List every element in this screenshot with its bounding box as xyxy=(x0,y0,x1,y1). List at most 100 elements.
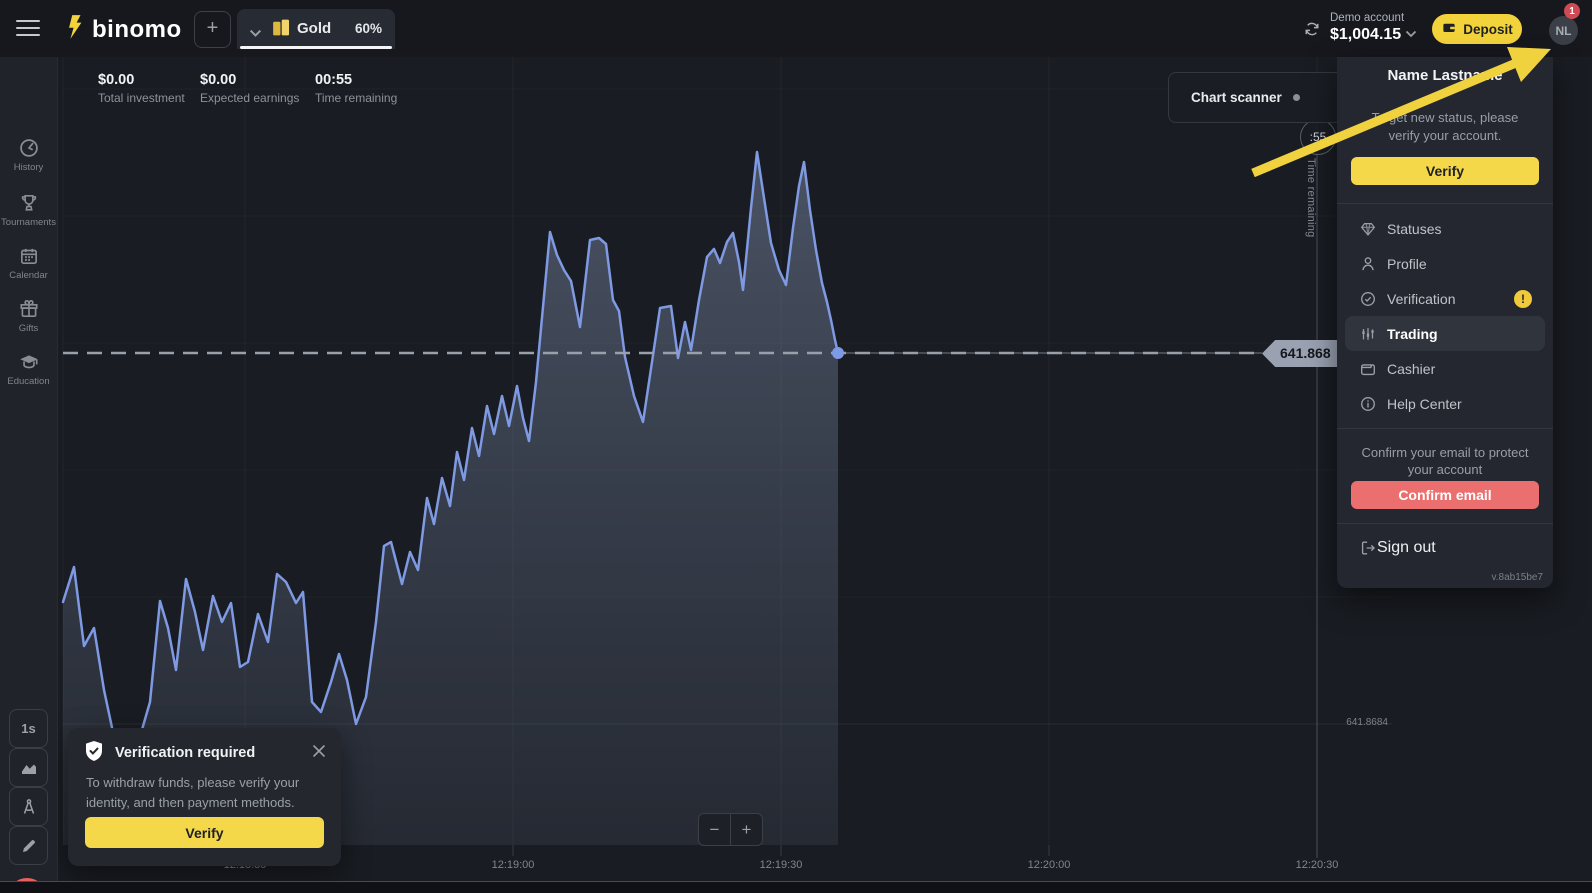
verification-popup: Verification required To withdraw funds,… xyxy=(68,728,341,866)
stat-value: $0.00 xyxy=(200,72,237,88)
stat-expected-earnings: $0.00 Expected earnings xyxy=(200,72,299,105)
asset-tab-gold[interactable]: Gold 60% xyxy=(237,9,395,49)
topbar: binomo + Gold 60% Demo account $1,004.15… xyxy=(0,0,1592,57)
divider xyxy=(1337,428,1553,429)
confirm-email-button[interactable]: Confirm email xyxy=(1351,481,1539,509)
sidebar-item-education[interactable]: Education xyxy=(0,351,57,387)
asset-name: Gold xyxy=(297,20,332,37)
chevron-down-icon xyxy=(249,25,262,43)
deposit-label: Deposit xyxy=(1463,21,1513,37)
alert-badge-icon: ! xyxy=(1514,289,1532,308)
time-tick-label: 12:20:30 xyxy=(1295,859,1339,871)
menu-item-help-center[interactable]: Help Center xyxy=(1345,386,1545,421)
sign-out-icon xyxy=(1359,539,1377,557)
menu-item-label: Verification xyxy=(1387,290,1456,307)
popup-verify-button[interactable]: Verify xyxy=(85,817,324,848)
time-tick-label: 12:19:30 xyxy=(759,859,803,871)
account-menu: Name Lastname To get new status, please … xyxy=(1337,57,1553,588)
gold-bars-icon xyxy=(270,17,293,43)
menu-item-label: Help Center xyxy=(1387,395,1462,412)
menu-item-trading[interactable]: Trading xyxy=(1345,316,1545,351)
menu-item-cashier[interactable]: Cashier xyxy=(1345,351,1545,386)
stat-time-remaining: 00:55 Time remaining xyxy=(315,72,397,105)
shield-check-icon xyxy=(83,740,105,764)
gift-icon xyxy=(18,298,40,320)
account-type-label: Demo account xyxy=(1330,12,1405,24)
sidebar-item-label: History xyxy=(13,162,44,173)
area-chart-tool-button[interactable] xyxy=(9,748,48,787)
bolt-icon xyxy=(64,13,86,46)
menu-item-label: Trading xyxy=(1387,325,1438,342)
current-price-value: 641.868 xyxy=(1280,345,1331,361)
candles-icon xyxy=(1359,325,1377,343)
pencil-tool-button[interactable] xyxy=(9,826,48,865)
menu-verify-button[interactable]: Verify xyxy=(1351,157,1539,185)
sidebar-item-label: Tournaments xyxy=(1,217,56,228)
sidebar-item-history[interactable]: History xyxy=(0,137,57,173)
interval-button-1s[interactable]: 1s xyxy=(9,709,48,748)
person-icon xyxy=(1359,255,1377,273)
stat-label: Time remaining xyxy=(315,91,398,105)
refresh-icon[interactable] xyxy=(1303,20,1321,38)
zoom-out-button[interactable]: − xyxy=(698,813,731,846)
time-tick-label: 12:20:00 xyxy=(1027,859,1071,871)
info-circle-icon xyxy=(1359,395,1377,413)
status-hint: To get new status, please verify your ac… xyxy=(1371,110,1519,143)
account-name: Name Lastname xyxy=(1387,67,1503,84)
diamond-icon xyxy=(1359,220,1377,238)
check-circle-icon xyxy=(1359,290,1377,308)
calendar-icon xyxy=(18,245,40,267)
binomo-logo: binomo xyxy=(64,13,182,46)
stat-label: Expected earnings xyxy=(200,91,300,105)
deposit-button[interactable]: Deposit xyxy=(1432,14,1522,44)
add-asset-tab-button[interactable]: + xyxy=(194,11,231,48)
close-icon[interactable] xyxy=(312,744,326,758)
compass-tool-button[interactable] xyxy=(9,787,48,826)
wallet-outline-icon xyxy=(1359,360,1377,378)
app-version: v.8ab15be7 xyxy=(1491,572,1543,583)
menu-item-verification[interactable]: Verification! xyxy=(1345,281,1545,316)
stat-label: Total investment xyxy=(98,91,185,105)
sidebar-item-tournaments[interactable]: Tournaments xyxy=(0,192,57,228)
active-tab-underline xyxy=(240,46,392,49)
divider xyxy=(1337,523,1553,524)
sign-out-label: Sign out xyxy=(1377,539,1436,556)
time-tick-label: 12:19:00 xyxy=(491,859,535,871)
account-chevron-down-icon[interactable] xyxy=(1405,25,1417,43)
menu-item-statuses[interactable]: Statuses xyxy=(1345,211,1545,246)
trophy-icon xyxy=(18,192,40,214)
countdown-badge: :55 xyxy=(1300,119,1336,155)
asset-payout: 60% xyxy=(354,21,382,36)
clock-icon xyxy=(18,137,40,159)
menu-item-label: Statuses xyxy=(1387,220,1442,237)
avatar[interactable]: NL xyxy=(1549,16,1578,45)
sidebar-item-label: Gifts xyxy=(18,323,39,334)
sign-out-item[interactable]: Sign out xyxy=(1345,535,1545,561)
bottom-edge xyxy=(0,881,1592,893)
stat-total-investment: $0.00 Total investment xyxy=(98,72,185,105)
menu-item-profile[interactable]: Profile xyxy=(1345,246,1545,281)
sidebar-item-label: Calendar xyxy=(9,270,48,281)
notification-badge: 1 xyxy=(1564,3,1580,19)
sidebar-item-label: Education xyxy=(7,376,50,387)
stat-value: $0.00 xyxy=(98,72,135,88)
menu-item-label: Cashier xyxy=(1387,360,1436,377)
sidebar-item-calendar[interactable]: Calendar xyxy=(0,245,57,281)
email-hint: Confirm your email to protect your accou… xyxy=(1361,445,1529,477)
zoom-in-button[interactable]: + xyxy=(731,813,763,846)
divider xyxy=(1337,203,1553,204)
stat-value: 00:55 xyxy=(315,72,353,88)
status-dot-icon xyxy=(1292,94,1300,101)
account-balance: $1,004.15 xyxy=(1330,26,1402,43)
chart-scanner-panel[interactable]: Chart scanner xyxy=(1168,72,1348,123)
menu-item-label: Profile xyxy=(1387,255,1427,272)
hamburger-menu-icon[interactable] xyxy=(16,20,40,37)
sidebar-item-gifts[interactable]: Gifts xyxy=(0,298,57,334)
graduation-cap-icon xyxy=(18,351,40,373)
wallet-icon xyxy=(1441,20,1457,38)
popup-body: To withdraw funds, please verify your id… xyxy=(86,775,300,811)
chart-zoom-controls: − + xyxy=(698,813,763,846)
popup-title: Verification required xyxy=(115,745,256,761)
